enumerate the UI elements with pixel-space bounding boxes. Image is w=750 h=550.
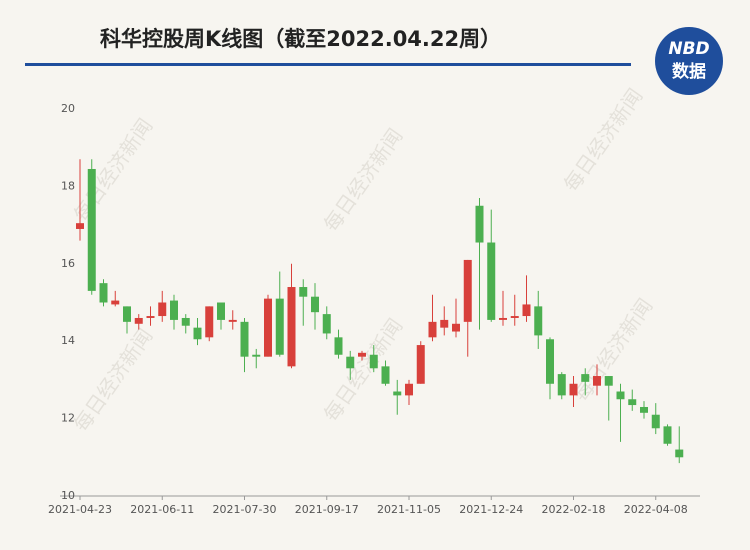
candle-body — [87, 168, 96, 291]
candle-body — [381, 366, 390, 384]
x-tick-label: 2021-07-30 — [213, 503, 277, 516]
candle-body — [416, 345, 425, 384]
logo-top: NBD — [668, 39, 709, 59]
candle-body — [311, 296, 319, 313]
x-tick-label: 2021-12-24 — [459, 503, 523, 516]
candle-body — [510, 316, 519, 318]
candle-body — [217, 302, 225, 320]
candle-body — [240, 321, 249, 357]
candle-body — [76, 223, 84, 229]
candle-body — [581, 374, 590, 382]
candle-body — [593, 376, 601, 386]
watermark: 每日经济新闻 — [319, 124, 407, 236]
title-rule — [25, 63, 631, 66]
candle-body — [346, 356, 355, 369]
candle-body — [428, 321, 437, 338]
candle-body — [134, 317, 143, 324]
y-tick-label: 20 — [61, 102, 75, 115]
candle-body — [452, 323, 460, 332]
candle-body — [405, 383, 413, 396]
x-tick-label: 2021-04-23 — [48, 503, 112, 516]
watermark: 每日经济新闻 — [69, 324, 157, 436]
candle-body — [534, 306, 543, 336]
watermark: 每日经济新闻 — [569, 294, 657, 406]
candle-body — [111, 300, 120, 305]
candle-body — [99, 283, 108, 303]
y-tick-label: 14 — [61, 334, 75, 347]
candle-body — [264, 298, 272, 357]
logo-badge — [655, 27, 723, 95]
candle-body — [146, 316, 155, 318]
candle-body — [193, 327, 202, 340]
candle-body — [604, 376, 613, 386]
candle-body — [557, 374, 566, 396]
candle-body — [569, 383, 578, 396]
x-tick-label: 2021-09-17 — [295, 503, 359, 516]
candle-body — [170, 300, 178, 320]
x-tick-label: 2022-02-18 — [542, 503, 606, 516]
candle-body — [158, 302, 167, 317]
candle-body — [487, 242, 496, 320]
candle-body — [499, 317, 507, 320]
candle-body — [123, 306, 131, 322]
watermark: 每日经济新闻 — [319, 314, 407, 426]
candle-body — [334, 337, 343, 355]
candle-body — [675, 449, 684, 458]
candle-body — [522, 304, 531, 317]
x-tick-label: 2022-04-08 — [624, 503, 688, 516]
candle-body — [287, 287, 296, 367]
candle-body — [369, 354, 378, 369]
candle-body — [628, 399, 637, 406]
y-tick-label: 16 — [61, 257, 75, 270]
watermark: 每日经济新闻 — [69, 114, 157, 226]
candle-body — [228, 319, 237, 322]
candle-body — [546, 339, 554, 384]
candle-body — [181, 317, 190, 326]
chart-title: 科华控股周K线图（截至2022.04.22周） — [100, 27, 501, 51]
y-tick-label: 12 — [61, 412, 75, 425]
candle-body — [252, 354, 261, 357]
candle-body — [393, 391, 402, 396]
candle-body — [275, 298, 284, 355]
candle-body — [475, 205, 484, 243]
candle-body — [322, 314, 331, 334]
watermarks: 每日经济新闻 每日经济新闻 每日经济新闻 每日经济新闻 每日经济新闻 每日经济新… — [69, 84, 657, 436]
y-tick-label: 10 — [61, 489, 75, 502]
candle-body — [463, 259, 472, 322]
candle-body — [616, 391, 625, 400]
candle-body — [205, 306, 214, 338]
candle-body — [440, 319, 449, 328]
candle-body — [663, 426, 672, 444]
candle-body — [358, 352, 366, 357]
logo-bottom: 数据 — [672, 61, 706, 82]
candle-body — [651, 414, 660, 429]
y-tick-label: 18 — [61, 179, 75, 192]
candle-body — [299, 287, 308, 297]
candle-body — [640, 406, 648, 413]
watermark: 每日经济新闻 — [559, 84, 647, 196]
x-tick-label: 2021-06-11 — [130, 503, 194, 516]
x-tick-label: 2021-11-05 — [377, 503, 441, 516]
